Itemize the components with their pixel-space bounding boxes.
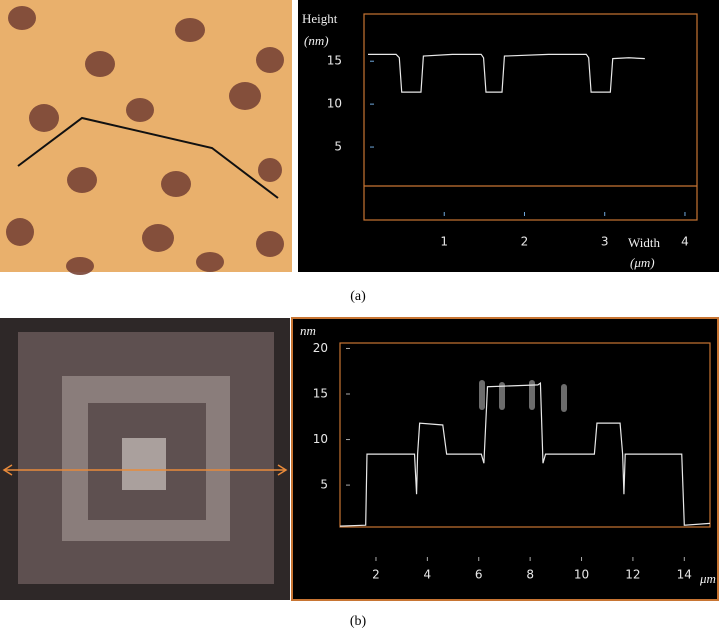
- y-axis-unit: (nm): [304, 33, 329, 48]
- y-tick-label: 15: [313, 387, 328, 401]
- y-tick-label: 10: [313, 432, 328, 446]
- x-tick-label: 10: [574, 568, 589, 582]
- profile-line: [368, 53, 645, 93]
- y-axis-label: nm: [300, 323, 316, 338]
- y-tick-label: 5: [334, 140, 342, 154]
- y-tick-label: 20: [313, 341, 328, 355]
- y-axis-label: Height: [302, 11, 338, 26]
- plot-bg-b: [291, 317, 719, 601]
- x-tick-label: 2: [372, 568, 380, 582]
- x-axis-label: μm: [699, 571, 716, 586]
- x-tick-label: 8: [526, 568, 534, 582]
- x-tick-label: 2: [521, 235, 529, 249]
- x-tick-label: 4: [681, 235, 689, 249]
- x-axis-unit: (μm): [630, 255, 655, 270]
- artifacts: [479, 380, 567, 412]
- afm-image-a: [0, 0, 292, 275]
- y-tick-label: 10: [327, 97, 342, 111]
- y-tick-label: 15: [327, 54, 342, 68]
- x-axis-label: Width: [628, 235, 660, 250]
- caption: (b): [350, 614, 367, 629]
- caption: (a): [350, 289, 366, 304]
- x-tick-label: 12: [625, 568, 640, 582]
- x-tick-label: 4: [424, 568, 432, 582]
- profile-line: [339, 381, 711, 527]
- afm-image-b: [0, 318, 290, 600]
- x-tick-label: 3: [601, 235, 609, 249]
- plot-frame: [339, 342, 711, 528]
- plot-bg-a: [298, 0, 719, 272]
- plot-frame: [363, 13, 698, 221]
- x-tick-label: 1: [440, 235, 448, 249]
- x-tick-label: 14: [677, 568, 692, 582]
- x-tick-label: 6: [475, 568, 483, 582]
- y-tick-label: 5: [320, 478, 328, 492]
